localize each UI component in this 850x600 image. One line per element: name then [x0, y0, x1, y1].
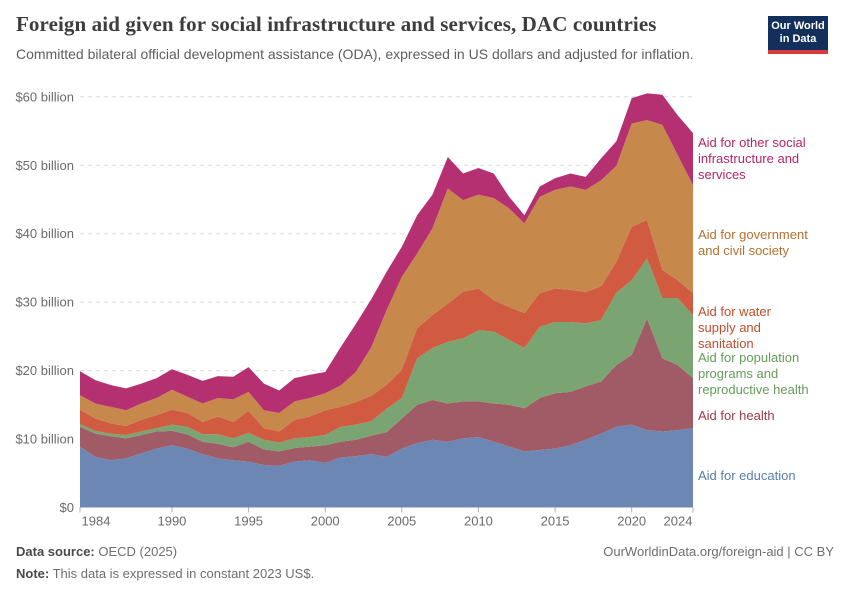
series-label-line: supply and: [698, 320, 761, 335]
series-label-line: Aid for health: [698, 408, 775, 423]
attribution-link[interactable]: OurWorldinData.org/foreign-aid | CC BY: [603, 544, 834, 559]
area-government[interactable]: [80, 120, 693, 432]
x-axis-label: 1984: [82, 514, 111, 529]
x-axis-label: 2005: [387, 514, 416, 529]
y-axis-label: $30 billion: [15, 295, 74, 310]
owid-logo-line1: Our World: [771, 20, 825, 32]
x-axis-label: 1990: [157, 514, 186, 529]
x-axis-label: 2024: [664, 514, 693, 529]
series-label-line: reproductive health: [698, 382, 809, 397]
y-axis-label: $20 billion: [15, 363, 74, 378]
data-source-value: OECD (2025): [94, 544, 178, 559]
series-label-line: programs and: [698, 366, 779, 381]
y-axis-label: $10 billion: [15, 432, 74, 447]
y-axis-label: $60 billion: [15, 89, 74, 104]
series-label-line: Aid for population: [698, 350, 800, 365]
y-axis-label: $0: [60, 500, 74, 515]
stacked-area-plot[interactable]: [80, 93, 693, 508]
owid-logo-line2: in Data: [779, 33, 817, 45]
chart-canvas[interactable]: $0 $10 billion $20 billion $30 billion $40 b…: [0, 80, 850, 540]
note-value: This data is expressed in constant 2023 …: [49, 566, 315, 581]
area-water[interactable]: [80, 220, 693, 443]
owid-logo: Our World in Data: [768, 16, 828, 54]
x-axis-label: 2020: [617, 514, 646, 529]
y-axis-label: $40 billion: [15, 226, 74, 241]
series-label-line: Aid for government: [698, 227, 808, 242]
series-label-line: Aid for water: [698, 304, 771, 319]
series-label-government[interactable]: Aid for government and civil society: [698, 227, 848, 259]
note-line: Note: This data is expressed in constant…: [16, 566, 314, 581]
chart-area: $0 $10 billion $20 billion $30 billion $40 b…: [0, 80, 850, 540]
data-source-label: Data source:: [16, 544, 95, 559]
page-subtitle: Committed bilateral official development…: [16, 46, 694, 62]
series-label-line: services: [698, 167, 746, 182]
x-axis-label: 2015: [541, 514, 570, 529]
series-label-health[interactable]: Aid for health: [698, 408, 848, 424]
series-label-other[interactable]: Aid for other social infrastructure and se…: [698, 135, 848, 183]
series-label-line: and civil society: [698, 243, 790, 258]
note-label: Note:: [16, 566, 50, 581]
data-source-line: Data source: OECD (2025): [16, 544, 177, 559]
page-title: Foreign aid given for social infrastruct…: [16, 12, 657, 36]
x-axis-label: 1995: [234, 514, 263, 529]
series-label-water[interactable]: Aid for water supply and sanitation: [698, 304, 848, 352]
series-label-education[interactable]: Aid for education: [698, 468, 848, 484]
y-axis-label: $50 billion: [15, 158, 74, 173]
series-label-population[interactable]: Aid for population programs and reproducti…: [698, 350, 848, 398]
series-label-line: Aid for other social: [698, 135, 806, 150]
x-axis-label: 2010: [464, 514, 493, 529]
series-label-line: Aid for education: [698, 468, 796, 483]
footer: Data source: OECD (2025) OurWorldinData.…: [16, 544, 834, 559]
series-label-line: infrastructure and: [698, 151, 800, 166]
series-label-line: sanitation: [698, 336, 754, 351]
area-population[interactable]: [80, 258, 693, 452]
area-education[interactable]: [80, 424, 693, 508]
x-axis-label: 2000: [311, 514, 340, 529]
area-health[interactable]: [80, 318, 693, 466]
